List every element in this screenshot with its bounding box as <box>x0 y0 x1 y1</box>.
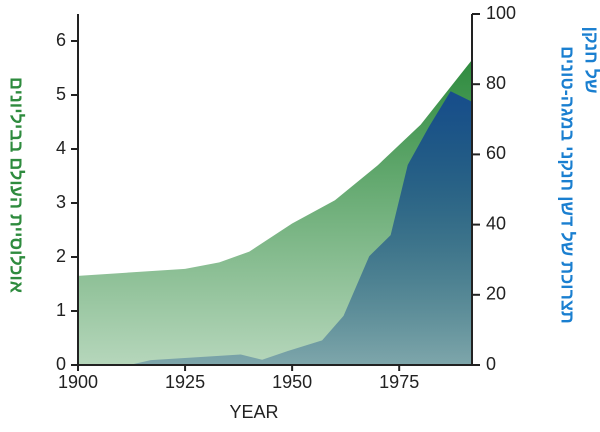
y2-tick-label: 60 <box>486 143 506 163</box>
y-tick-label: 3 <box>56 192 66 212</box>
x-tick-label: 1975 <box>379 372 419 392</box>
area <box>129 91 473 365</box>
y2-tick-label: 80 <box>486 73 506 93</box>
y2-axis-label: תצרוכת של דשן חנקני במגה-טונים <box>557 46 577 324</box>
y-tick-label: 0 <box>56 354 66 374</box>
y-tick-label: 6 <box>56 30 66 50</box>
y2-tick-label: 0 <box>486 354 496 374</box>
y2-tick-label: 40 <box>486 213 506 233</box>
y2-tick-label: 20 <box>486 284 506 304</box>
y-tick-label: 5 <box>56 84 66 104</box>
y-tick-label: 2 <box>56 246 66 266</box>
x-tick-label: 1900 <box>58 372 98 392</box>
y-tick-label: 4 <box>56 138 66 158</box>
y2-tick-label: 100 <box>486 3 516 23</box>
y2-axis-label: של חנקן <box>581 27 600 94</box>
x-tick-label: 1950 <box>272 372 312 392</box>
y-tick-label: 1 <box>56 300 66 320</box>
y-axis-label: אוכלוסיית העולם בביליונים <box>6 77 26 293</box>
x-tick-label: 1925 <box>165 372 205 392</box>
x-axis-label: YEAR <box>229 402 278 422</box>
